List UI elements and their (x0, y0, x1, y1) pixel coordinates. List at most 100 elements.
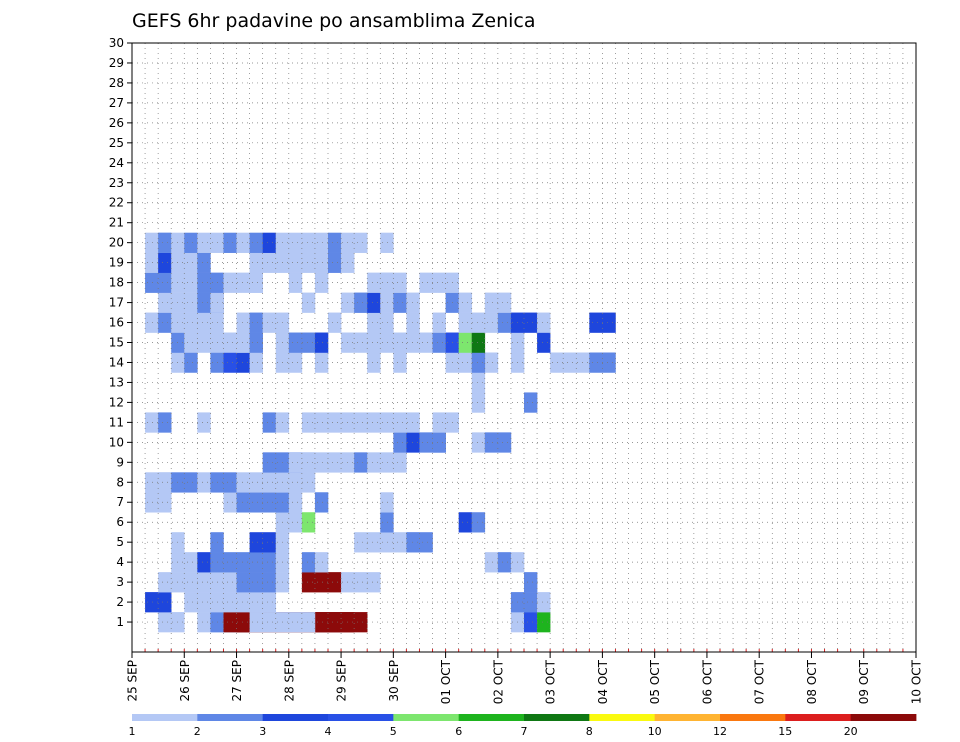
heatmap-cell (301, 252, 316, 273)
heatmap-cell (380, 452, 394, 473)
heatmap-cell (537, 592, 551, 613)
heatmap-cell (197, 412, 211, 433)
colorbar-swatch (654, 714, 721, 721)
heatmap-cell (184, 272, 198, 293)
heatmap-cell (354, 332, 368, 353)
y-tick-label: 25 (109, 136, 124, 150)
heatmap-cell (158, 272, 172, 293)
heatmap-cell (314, 232, 329, 253)
x-tick-label: 10 OCT (910, 659, 924, 704)
heatmap-cell (524, 572, 538, 593)
heatmap-cell (524, 392, 538, 413)
heatmap-cell (301, 452, 316, 473)
y-tick-label: 30 (109, 36, 124, 50)
colorbar-swatch (197, 714, 264, 721)
x-tick-label: 03 OCT (544, 659, 558, 704)
heatmap-cell (288, 252, 303, 273)
heatmap-cell (262, 312, 277, 333)
y-tick-label: 11 (109, 415, 124, 429)
heatmap-cell (354, 232, 368, 253)
heatmap-cell (406, 312, 420, 333)
heatmap-cell (236, 312, 250, 333)
x-tick-label: 09 OCT (857, 659, 871, 704)
plot-frame (131, 42, 917, 653)
heatmap-cell (171, 472, 198, 493)
y-tick-label: 19 (109, 256, 124, 270)
heatmap-cell (314, 272, 329, 293)
heatmap-cell (380, 232, 394, 253)
heatmap-cell (314, 332, 329, 353)
colorbar-swatch (850, 714, 917, 721)
heatmap-cell (471, 392, 486, 413)
heatmap-cell (249, 472, 263, 493)
y-tick-label: 24 (109, 156, 124, 170)
heatmap-cell (432, 432, 446, 453)
x-tick-label: 04 OCT (596, 659, 610, 704)
colorbar-label: 15 (778, 725, 792, 738)
x-tick-label: 07 OCT (753, 659, 767, 704)
y-tick-label: 22 (109, 196, 124, 210)
y-tick-label: 21 (109, 216, 124, 230)
heatmap-cell (367, 312, 394, 333)
heatmap-cell (328, 452, 355, 473)
heatmap-cell (406, 412, 420, 433)
heatmap-cell (288, 232, 303, 253)
y-tick-label: 12 (109, 395, 124, 409)
heatmap-cell (184, 252, 198, 273)
y-tick-label: 4 (116, 555, 124, 569)
heatmap-cell (367, 412, 381, 433)
heatmap-cell (419, 332, 433, 353)
heatmap-cell (262, 412, 277, 433)
heatmap-cell (249, 232, 263, 253)
heatmap-cell (301, 232, 316, 253)
heatmap-cell (458, 292, 473, 313)
heatmap-cell (249, 252, 263, 273)
y-tick-label: 28 (109, 76, 124, 90)
y-tick-label: 9 (116, 455, 124, 469)
heatmap-cell (249, 272, 263, 293)
heatmap-cell (314, 352, 329, 373)
y-tick-label: 27 (109, 96, 124, 110)
heatmap-cell (145, 252, 159, 273)
colorbar-swatch (458, 714, 525, 721)
y-axis: 1234567891011121314151617181920212223242… (109, 36, 132, 629)
heatmap-cell (197, 312, 224, 333)
colorbar-label: 5 (390, 725, 397, 738)
y-tick-label: 7 (116, 495, 124, 509)
heatmap-cell (380, 272, 394, 293)
heatmap-cell (314, 492, 329, 513)
y-tick-label: 20 (109, 236, 124, 250)
heatmap-cell (301, 572, 342, 593)
heatmap-cell (158, 312, 172, 333)
heatmap-cell (288, 512, 303, 533)
heatmap-cell (184, 352, 198, 373)
heatmap-cell (367, 292, 381, 313)
heatmap-cell (471, 332, 486, 353)
x-tick-label: 28 SEP (282, 660, 296, 702)
heatmap-cell (524, 612, 538, 633)
x-tick-label: 29 SEP (335, 660, 349, 702)
colorbar-label: 20 (844, 725, 858, 738)
heatmap-cell (314, 452, 329, 473)
heatmap-cell (301, 292, 316, 313)
heatmap-cell (367, 352, 381, 373)
heatmap-cell (328, 232, 342, 253)
heatmap-cell (484, 552, 499, 573)
colorbar-swatch (589, 714, 656, 721)
heatmap-cell (328, 312, 342, 333)
heatmap-cell (145, 312, 159, 333)
heatmap-cell (471, 372, 486, 393)
heatmap-cell (197, 272, 224, 293)
colorbar-swatch (785, 714, 852, 721)
heatmap-cell (432, 412, 446, 433)
y-tick-label: 15 (109, 336, 124, 350)
heatmap-cell (223, 472, 237, 493)
heatmap-cell (223, 492, 237, 513)
heatmap-cell (145, 412, 159, 433)
colorbar-swatch (132, 714, 198, 721)
heatmap-cell (158, 492, 172, 513)
heatmap-cell (341, 572, 381, 593)
x-tick-label: 02 OCT (491, 659, 505, 704)
x-tick-label: 08 OCT (805, 659, 819, 704)
